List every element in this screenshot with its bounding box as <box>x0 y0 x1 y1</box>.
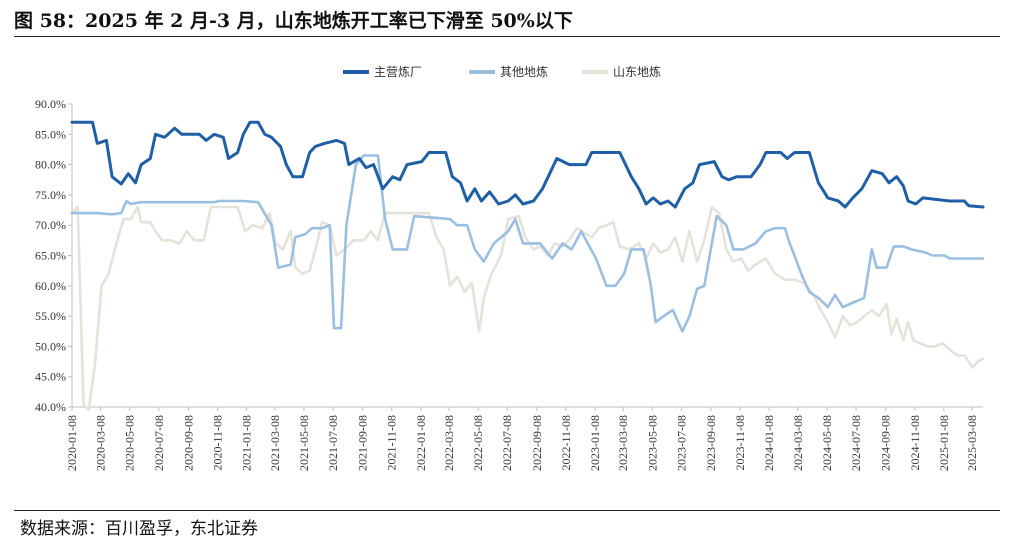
series-line-1 <box>70 120 985 209</box>
x-tick-label: 2022-07-08 <box>500 415 514 471</box>
x-tick-label: 2020-11-08 <box>211 415 225 471</box>
y-tick-label: 55.0% <box>35 309 66 323</box>
x-tick-label: 2020-03-08 <box>94 415 108 471</box>
y-tick-label: 70.0% <box>35 218 66 232</box>
title-rule <box>14 36 1000 37</box>
series-line-3 <box>70 205 985 412</box>
x-axis-ticks: 2020-01-08 2020-03-08 2020-05-08 2020-07-08… <box>65 407 979 471</box>
x-tick-label: 2023-09-08 <box>704 415 718 471</box>
y-tick-label: 85.0% <box>35 127 66 141</box>
x-tick-label: 2021-07-08 <box>326 415 340 471</box>
x-tick-label: 2021-11-08 <box>385 415 399 471</box>
x-tick-label: 2020-07-08 <box>152 415 166 471</box>
x-tick-label: 2024-07-08 <box>849 415 863 471</box>
x-tick-label: 2023-11-08 <box>733 415 747 471</box>
x-tick-label: 2024-09-08 <box>879 415 893 471</box>
x-tick-label: 2020-01-08 <box>65 415 79 471</box>
x-tick-label: 2025-01-08 <box>937 415 951 471</box>
y-tick-label: 65.0% <box>35 249 66 263</box>
x-tick-label: 2023-07-08 <box>674 415 688 471</box>
x-tick-label: 2021-01-08 <box>240 415 254 471</box>
x-tick-label: 2021-09-08 <box>356 415 370 471</box>
series-line-2 <box>70 154 985 333</box>
x-tick-label: 2022-05-08 <box>471 415 485 471</box>
x-tick-label: 2025-03-08 <box>965 415 979 471</box>
series-lines <box>70 120 985 412</box>
y-tick-label: 40.0% <box>35 400 66 414</box>
x-tick-label: 2022-11-08 <box>559 415 573 471</box>
y-tick-label: 75.0% <box>35 188 66 202</box>
y-axis-ticks: 90.0% 85.0% 80.0% 75.0% 70.0% 65.0% 60.0% 55.0%… <box>35 97 72 414</box>
x-tick-label: 2021-03-08 <box>268 415 282 471</box>
legend-label-3: 山东地炼 <box>613 64 661 79</box>
x-tick-label: 2020-09-08 <box>181 415 195 471</box>
y-tick-label: 80.0% <box>35 158 66 172</box>
x-tick-label: 2021-05-08 <box>297 415 311 471</box>
x-tick-label: 2023-05-08 <box>645 415 659 471</box>
y-tick-label: 45.0% <box>35 370 66 384</box>
x-tick-label: 2024-01-08 <box>762 415 776 471</box>
legend: 主营炼厂 其他地炼 山东地炼 <box>343 64 661 79</box>
x-tick-label: 2022-03-08 <box>442 415 456 471</box>
legend-label-2: 其他地炼 <box>500 64 548 79</box>
legend-label-1: 主营炼厂 <box>374 64 422 79</box>
page-title: 图 58：2025 年 2 月-3 月，山东地炼开工率已下滑至 50%以下 <box>14 10 573 32</box>
source-rule <box>14 510 1000 511</box>
y-tick-label: 90.0% <box>35 97 66 111</box>
x-tick-label: 2023-01-08 <box>588 415 602 471</box>
x-tick-label: 2024-11-08 <box>908 415 922 471</box>
y-tick-label: 60.0% <box>35 279 66 293</box>
x-tick-label: 2022-01-08 <box>414 415 428 471</box>
x-tick-label: 2024-03-08 <box>791 415 805 471</box>
x-tick-label: 2023-03-08 <box>616 415 630 471</box>
source-note: 数据来源：百川盈孚，东北证券 <box>20 519 258 539</box>
x-tick-label: 2022-09-08 <box>530 415 544 471</box>
chart-axes <box>71 104 983 408</box>
x-tick-label: 2020-05-08 <box>123 415 137 471</box>
x-tick-label: 2024-05-08 <box>820 415 834 471</box>
y-tick-label: 50.0% <box>35 339 66 353</box>
